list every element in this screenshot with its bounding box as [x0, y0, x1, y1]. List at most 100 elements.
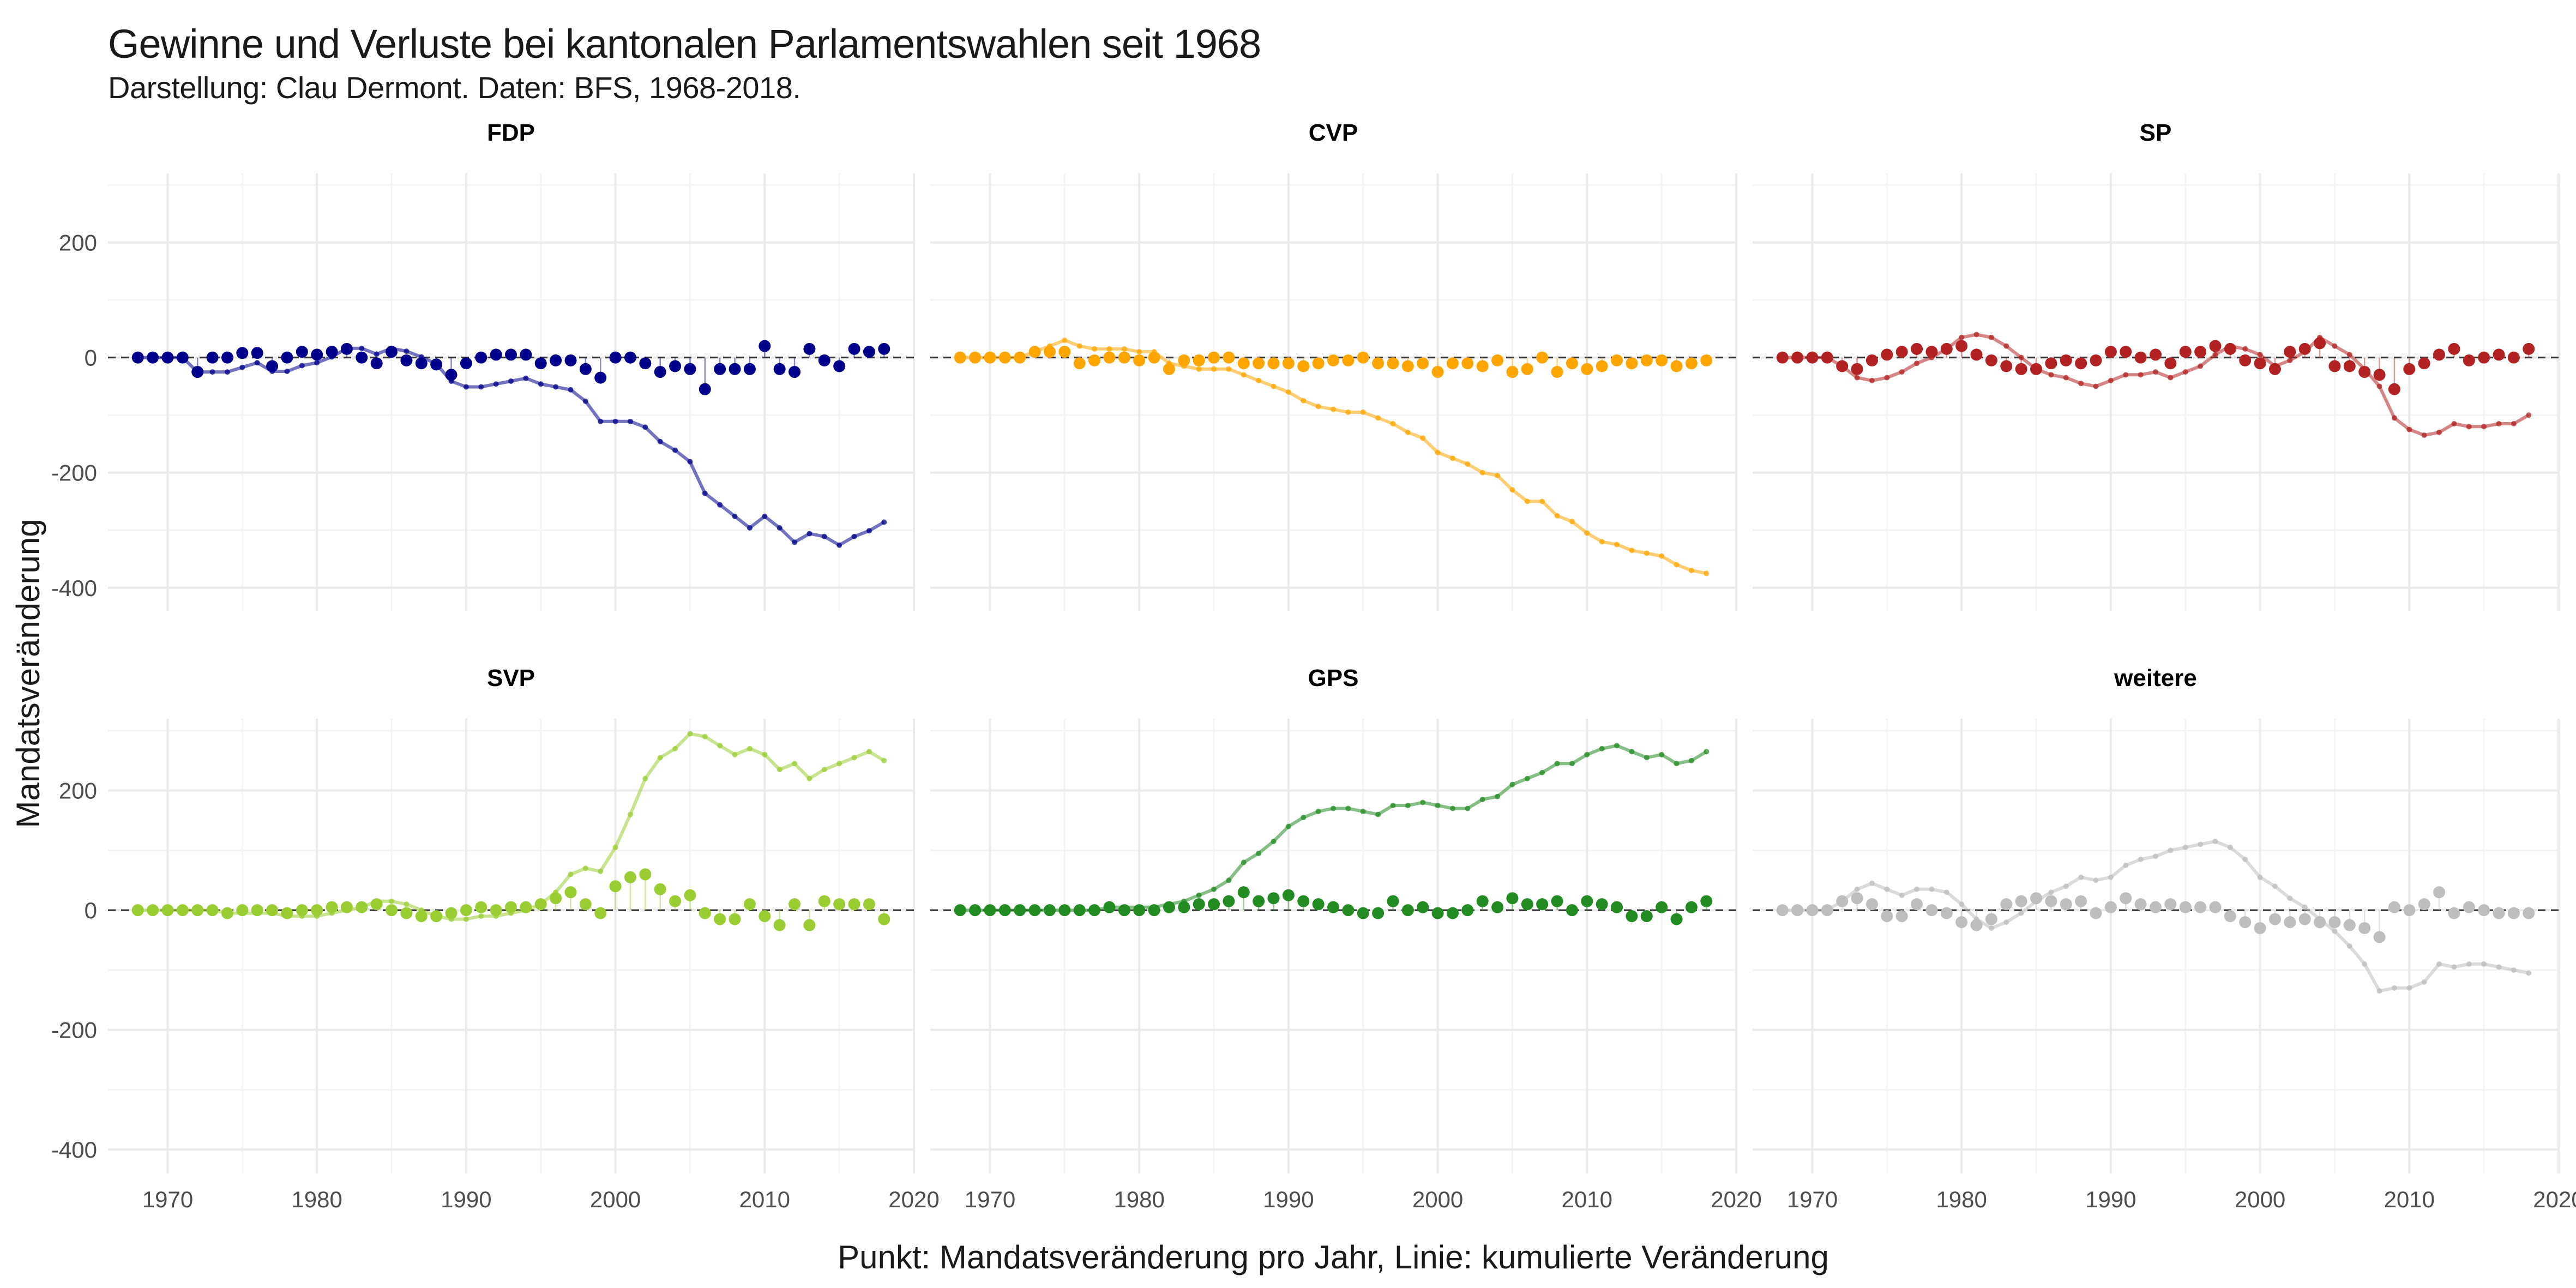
cumulative-point	[806, 775, 812, 781]
annual-change-point	[2314, 337, 2326, 350]
annual-change-point	[1895, 346, 1908, 358]
cumulative-point	[1345, 805, 1351, 811]
annual-change-point	[520, 348, 532, 361]
cumulative-point	[1584, 530, 1590, 536]
annual-change-point	[475, 351, 487, 364]
annual-change-point	[281, 351, 293, 364]
annual-change-point	[2209, 340, 2222, 352]
annual-change-point	[743, 363, 756, 375]
panel-cvp: CVP	[930, 119, 1737, 611]
annual-change-point	[2090, 907, 2102, 919]
annual-change-point	[1491, 354, 1504, 366]
cumulative-point	[2138, 372, 2144, 378]
cumulative-point	[866, 749, 872, 755]
annual-change-point	[1103, 901, 1116, 913]
annual-change-point	[161, 351, 174, 364]
annual-change-point	[326, 901, 338, 913]
annual-change-point	[475, 901, 487, 913]
cumulative-point	[1988, 334, 1994, 340]
annual-change-point	[1103, 351, 1116, 364]
cumulative-point	[1659, 553, 1665, 559]
annual-change-point	[2523, 342, 2535, 355]
cumulative-point	[1405, 803, 1411, 809]
annual-change-point	[2433, 348, 2446, 361]
annual-change-point	[2358, 922, 2371, 935]
annual-change-point	[699, 383, 711, 395]
annual-change-point	[1911, 342, 1923, 355]
annual-change-point	[1685, 901, 1698, 913]
cumulative-point	[389, 898, 395, 904]
annual-change-point	[1566, 904, 1578, 917]
annual-change-point	[878, 342, 890, 355]
cumulative-point	[2511, 421, 2517, 427]
annual-change-point	[131, 904, 144, 917]
annual-change-point	[2134, 351, 2147, 364]
annual-change-point	[2388, 383, 2400, 395]
panel-gps: GPS 1970 1980 1990 2000 2010 2020	[930, 665, 1762, 1212]
annual-change-point	[1611, 354, 1623, 366]
cumulative-point	[1914, 886, 1920, 892]
cumulative-point	[2168, 375, 2174, 381]
annual-change-point	[2328, 360, 2341, 372]
facet-label: weitere	[2114, 665, 2197, 691]
annual-change-point	[789, 898, 801, 911]
x-tick-label: 2000	[590, 1187, 641, 1212]
cumulative-line	[1782, 840, 2529, 993]
cumulative-point	[1271, 838, 1277, 844]
y-tick-label: 200	[59, 230, 97, 256]
annual-change-point	[1178, 354, 1190, 366]
annual-change-point	[1282, 357, 1295, 370]
cumulative-point	[254, 360, 260, 366]
cumulative-point	[1256, 377, 1262, 383]
cumulative-point	[2287, 895, 2293, 901]
cumulative-point	[1449, 805, 1455, 811]
annual-change-point	[2523, 907, 2535, 919]
cumulative-point	[478, 913, 484, 919]
cumulative-point	[717, 502, 723, 508]
facet-label: SP	[2140, 119, 2172, 146]
annual-change-point	[176, 351, 189, 364]
x-tick-label: 2010	[739, 1187, 790, 1212]
x-tick-label: 2010	[2384, 1187, 2435, 1212]
cumulative-point	[568, 871, 574, 877]
annual-change-point	[984, 351, 996, 364]
annual-change-point	[296, 346, 308, 358]
annual-change-point	[1461, 357, 1474, 370]
cumulative-point	[1629, 547, 1635, 553]
facet-label: CVP	[1309, 119, 1358, 146]
annual-change-point	[2239, 354, 2252, 366]
annual-change-point	[1446, 907, 1459, 919]
cumulative-point	[2287, 357, 2293, 363]
annual-change-point	[1148, 351, 1160, 364]
cumulative-point	[657, 438, 663, 444]
cumulative-point	[2123, 372, 2129, 378]
cumulative-point	[1854, 375, 1860, 381]
cumulative-point	[1899, 892, 1905, 898]
annual-change-point	[1865, 898, 1878, 911]
annual-change-point	[594, 371, 607, 384]
x-tick-label: 1990	[2085, 1187, 2136, 1212]
annual-change-point	[639, 357, 652, 370]
cumulative-point	[2063, 883, 2069, 889]
annual-change-point	[311, 904, 323, 917]
x-tick-label: 2020	[1711, 1187, 1761, 1212]
annual-change-point	[1581, 895, 1593, 907]
annual-change-point	[2448, 907, 2460, 919]
annual-change-point	[191, 366, 204, 378]
annual-change-point	[386, 904, 398, 917]
panel-svp: SVP -400 -200 0 200 1970 1980 1990 2000 2010 2020	[51, 665, 940, 1212]
cumulative-point	[1899, 369, 1905, 375]
cumulative-point	[2123, 862, 2129, 868]
annual-change-point	[2373, 369, 2386, 381]
annual-change-point	[579, 363, 592, 375]
cumulative-point	[404, 901, 410, 907]
panel-fdp: FDP -400 -200 0 200	[51, 119, 915, 611]
annual-change-point	[1327, 901, 1339, 913]
annual-change-point	[1223, 895, 1235, 907]
annual-change-point	[2418, 898, 2430, 911]
cumulative-point	[1554, 761, 1560, 767]
annual-change-point	[833, 360, 846, 372]
annual-change-point	[1372, 907, 1385, 919]
annual-change-point	[954, 351, 966, 364]
cumulative-point	[747, 745, 753, 751]
